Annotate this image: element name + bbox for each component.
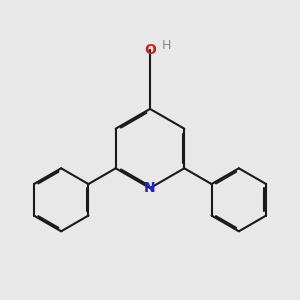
Text: N: N [144,181,156,195]
Text: H: H [161,39,171,52]
Text: O: O [144,43,156,57]
